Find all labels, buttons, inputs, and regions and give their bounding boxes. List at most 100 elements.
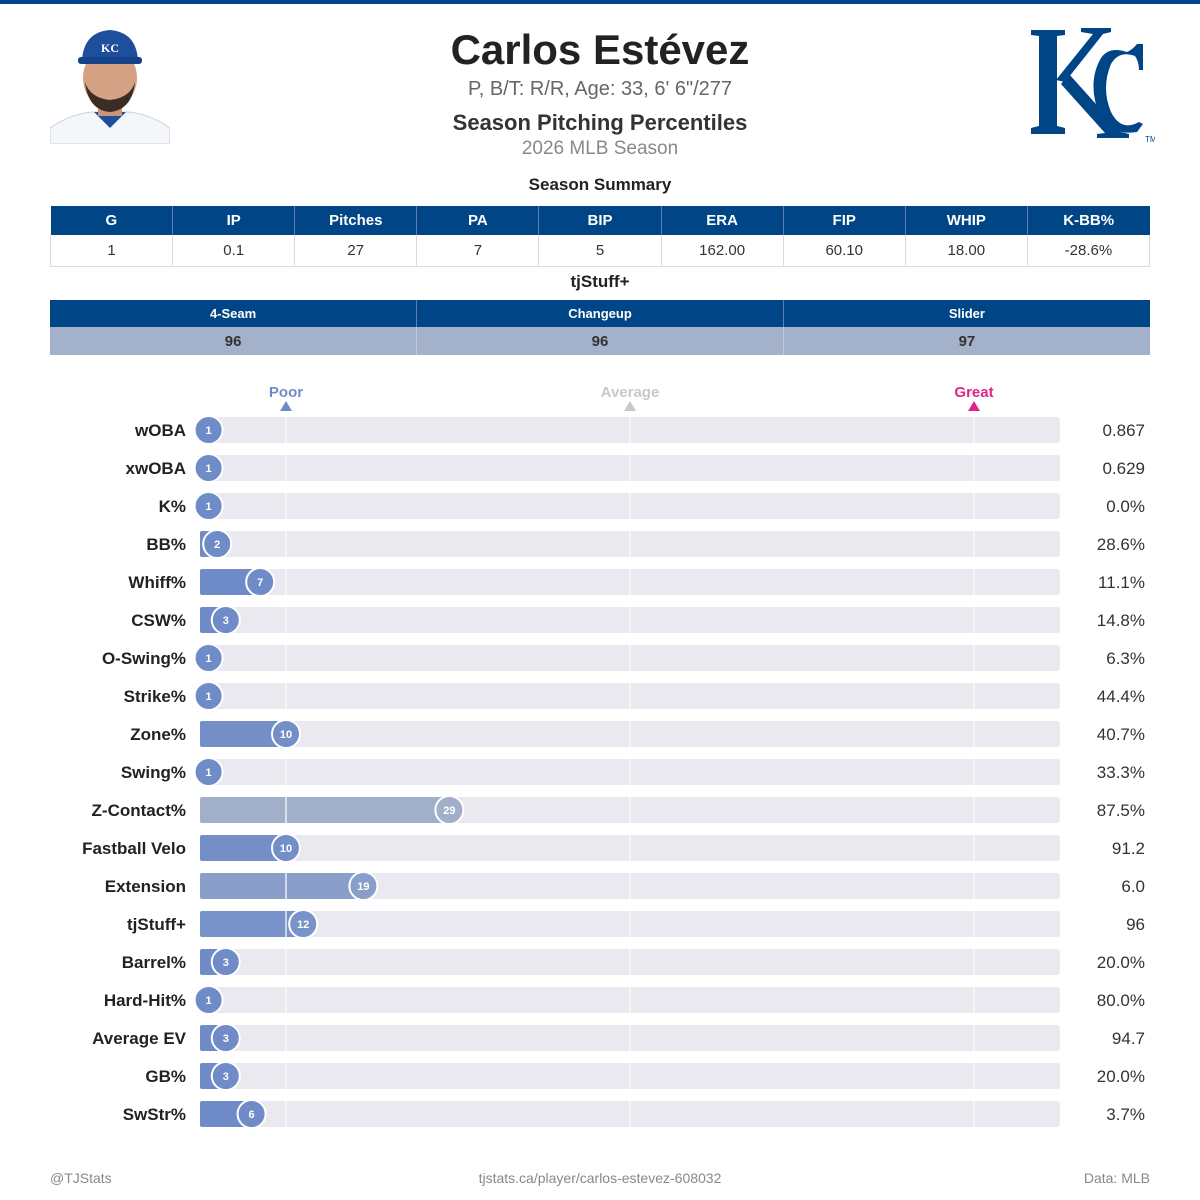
- percentile-bubble-gb: [210, 1061, 241, 1091]
- metric-label-tjstuff: tjStuff+: [127, 915, 186, 934]
- percentile-label-average-ev: 3: [223, 1033, 229, 1045]
- metric-label-gb: GB%: [145, 1067, 186, 1086]
- team-logo: TM: [1031, 28, 1155, 144]
- bar-fill-z-contact: [200, 797, 450, 823]
- summary-header-pitches: Pitches: [294, 206, 418, 235]
- tjstuff-header-slider: Slider: [783, 300, 1150, 327]
- scale-label-average: Average: [601, 384, 660, 401]
- bar-fill-zone: [200, 721, 286, 747]
- metric-label-whiff: Whiff%: [128, 573, 186, 592]
- metric-label-barrel: Barrel%: [122, 953, 186, 972]
- metric-label-k: K%: [159, 497, 186, 516]
- percentile-label-strike: 1: [206, 691, 212, 703]
- summary-cell-kbb: -28.6%: [1027, 235, 1151, 267]
- metric-value-hard-hit: 80.0%: [1097, 991, 1145, 1010]
- percentile-label-swing: 1: [206, 767, 212, 779]
- percentile-label-swstr: 6: [249, 1109, 255, 1121]
- percentile-label-z-contact: 29: [443, 805, 455, 817]
- metric-value-xwoba: 0.629: [1102, 459, 1145, 478]
- metric-value-swstr: 3.7%: [1106, 1105, 1145, 1124]
- table-row: 96 96 97: [50, 327, 1150, 355]
- summary-cell-pitches: 27: [294, 235, 418, 267]
- percentile-label-gb: 3: [223, 1071, 229, 1083]
- footer-url: tjstats.ca/player/carlos-estevez-608032: [478, 1170, 722, 1186]
- summary-header-bip: BIP: [538, 206, 662, 235]
- scale-marker-poor-icon: [280, 401, 292, 411]
- player-headshot: KC: [50, 24, 170, 144]
- percentile-label-k: 1: [206, 501, 212, 513]
- percentile-label-xwoba: 1: [206, 463, 212, 475]
- percentile-label-barrel: 3: [223, 957, 229, 969]
- percentile-label-whiff: 7: [257, 577, 263, 589]
- tjstuff-table: 4-Seam Changeup Slider 96 96 97: [50, 300, 1150, 355]
- bar-fill-tjstuff: [200, 911, 304, 937]
- percentile-bubble-woba: [193, 415, 224, 445]
- percentile-bubble-zone: [271, 719, 301, 749]
- metric-label-swing: Swing%: [121, 763, 186, 782]
- svg-text:KC: KC: [101, 41, 119, 55]
- percentile-bubble-swstr: [236, 1099, 267, 1129]
- metric-label-strike: Strike%: [124, 687, 186, 706]
- metric-label-swstr: SwStr%: [123, 1105, 186, 1124]
- tjstuff-cell-slider: 97: [783, 327, 1150, 355]
- metric-value-k: 0.0%: [1106, 497, 1145, 516]
- percentile-bubble-extension: [348, 871, 379, 901]
- percentile-bubble-whiff: [245, 567, 276, 597]
- tjstuff-cell-4seam: 96: [50, 327, 418, 355]
- metric-value-tjstuff: 96: [1126, 915, 1145, 934]
- metric-value-woba: 0.867: [1102, 421, 1145, 440]
- metric-value-extension: 6.0: [1121, 877, 1145, 896]
- summary-cell-era: 162.00: [661, 235, 784, 267]
- metric-value-csw: 14.8%: [1097, 611, 1145, 630]
- metric-label-woba: wOBA: [134, 421, 186, 440]
- metric-label-z-contact: Z-Contact%: [92, 801, 186, 820]
- percentile-label-woba: 1: [206, 425, 212, 437]
- report-title: Season Pitching Percentiles: [452, 110, 748, 135]
- percentile-label-zone: 10: [280, 729, 292, 741]
- metric-value-z-contact: 87.5%: [1097, 801, 1145, 820]
- metric-value-average-ev: 94.7: [1112, 1029, 1145, 1048]
- percentile-bubble-barrel: [210, 947, 241, 977]
- footer-source: Data: MLB: [1083, 1170, 1150, 1186]
- summary-header-g: G: [50, 206, 174, 235]
- summary-header-kbb: K-BB%: [1027, 206, 1150, 235]
- summary-cell-fip: 60.10: [783, 235, 906, 267]
- metric-value-o-swing: 6.3%: [1106, 649, 1145, 668]
- percentile-label-fastball-velo: 10: [280, 843, 292, 855]
- footer-handle: @TJStats: [50, 1170, 112, 1186]
- metric-value-barrel: 20.0%: [1097, 953, 1145, 972]
- summary-header-fip: FIP: [783, 206, 906, 235]
- percentile-label-tjstuff: 12: [297, 919, 309, 931]
- scale-marker-average-icon: [624, 401, 636, 411]
- summary-cell-whip: 18.00: [905, 235, 1028, 267]
- bar-fill-fastball-velo: [200, 835, 286, 861]
- scale-label-poor: Poor: [269, 384, 303, 401]
- percentile-bubble-o-swing: [193, 643, 224, 673]
- tjstuff-header-changeup: Changeup: [416, 300, 784, 327]
- metric-label-bb: BB%: [146, 535, 186, 554]
- percentile-label-csw: 3: [223, 615, 229, 627]
- summary-header-whip: WHIP: [905, 206, 1028, 235]
- bar-fill-whiff: [200, 569, 261, 595]
- summary-header-pa: PA: [416, 206, 540, 235]
- percentile-bubble-fastball-velo: [271, 833, 301, 863]
- percentile-bubble-swing: [193, 757, 224, 787]
- bar-fill-extension: [200, 873, 364, 899]
- tjstuff-cell-changeup: 96: [416, 327, 784, 355]
- scale-marker-great-icon: [968, 401, 980, 411]
- metric-label-fastball-velo: Fastball Velo: [82, 839, 186, 858]
- summary-cell-ip: 0.1: [172, 235, 296, 267]
- metric-label-xwoba: xwOBA: [126, 459, 186, 478]
- metric-value-swing: 33.3%: [1097, 763, 1145, 782]
- metric-value-gb: 20.0%: [1097, 1067, 1145, 1086]
- metric-value-zone: 40.7%: [1097, 725, 1145, 744]
- summary-header-era: ERA: [661, 206, 784, 235]
- metric-label-o-swing: O-Swing%: [102, 649, 186, 668]
- summary-header-ip: IP: [172, 206, 296, 235]
- metric-value-bb: 28.6%: [1097, 535, 1145, 554]
- metric-value-fastball-velo: 91.2: [1112, 839, 1145, 858]
- percentile-label-bb: 2: [214, 539, 220, 551]
- season-summary-table: G IP Pitches PA BIP ERA FIP WHIP K-BB% 1…: [49, 206, 1151, 267]
- percentile-bubble-csw: [210, 605, 241, 635]
- percentile-label-hard-hit: 1: [206, 995, 212, 1007]
